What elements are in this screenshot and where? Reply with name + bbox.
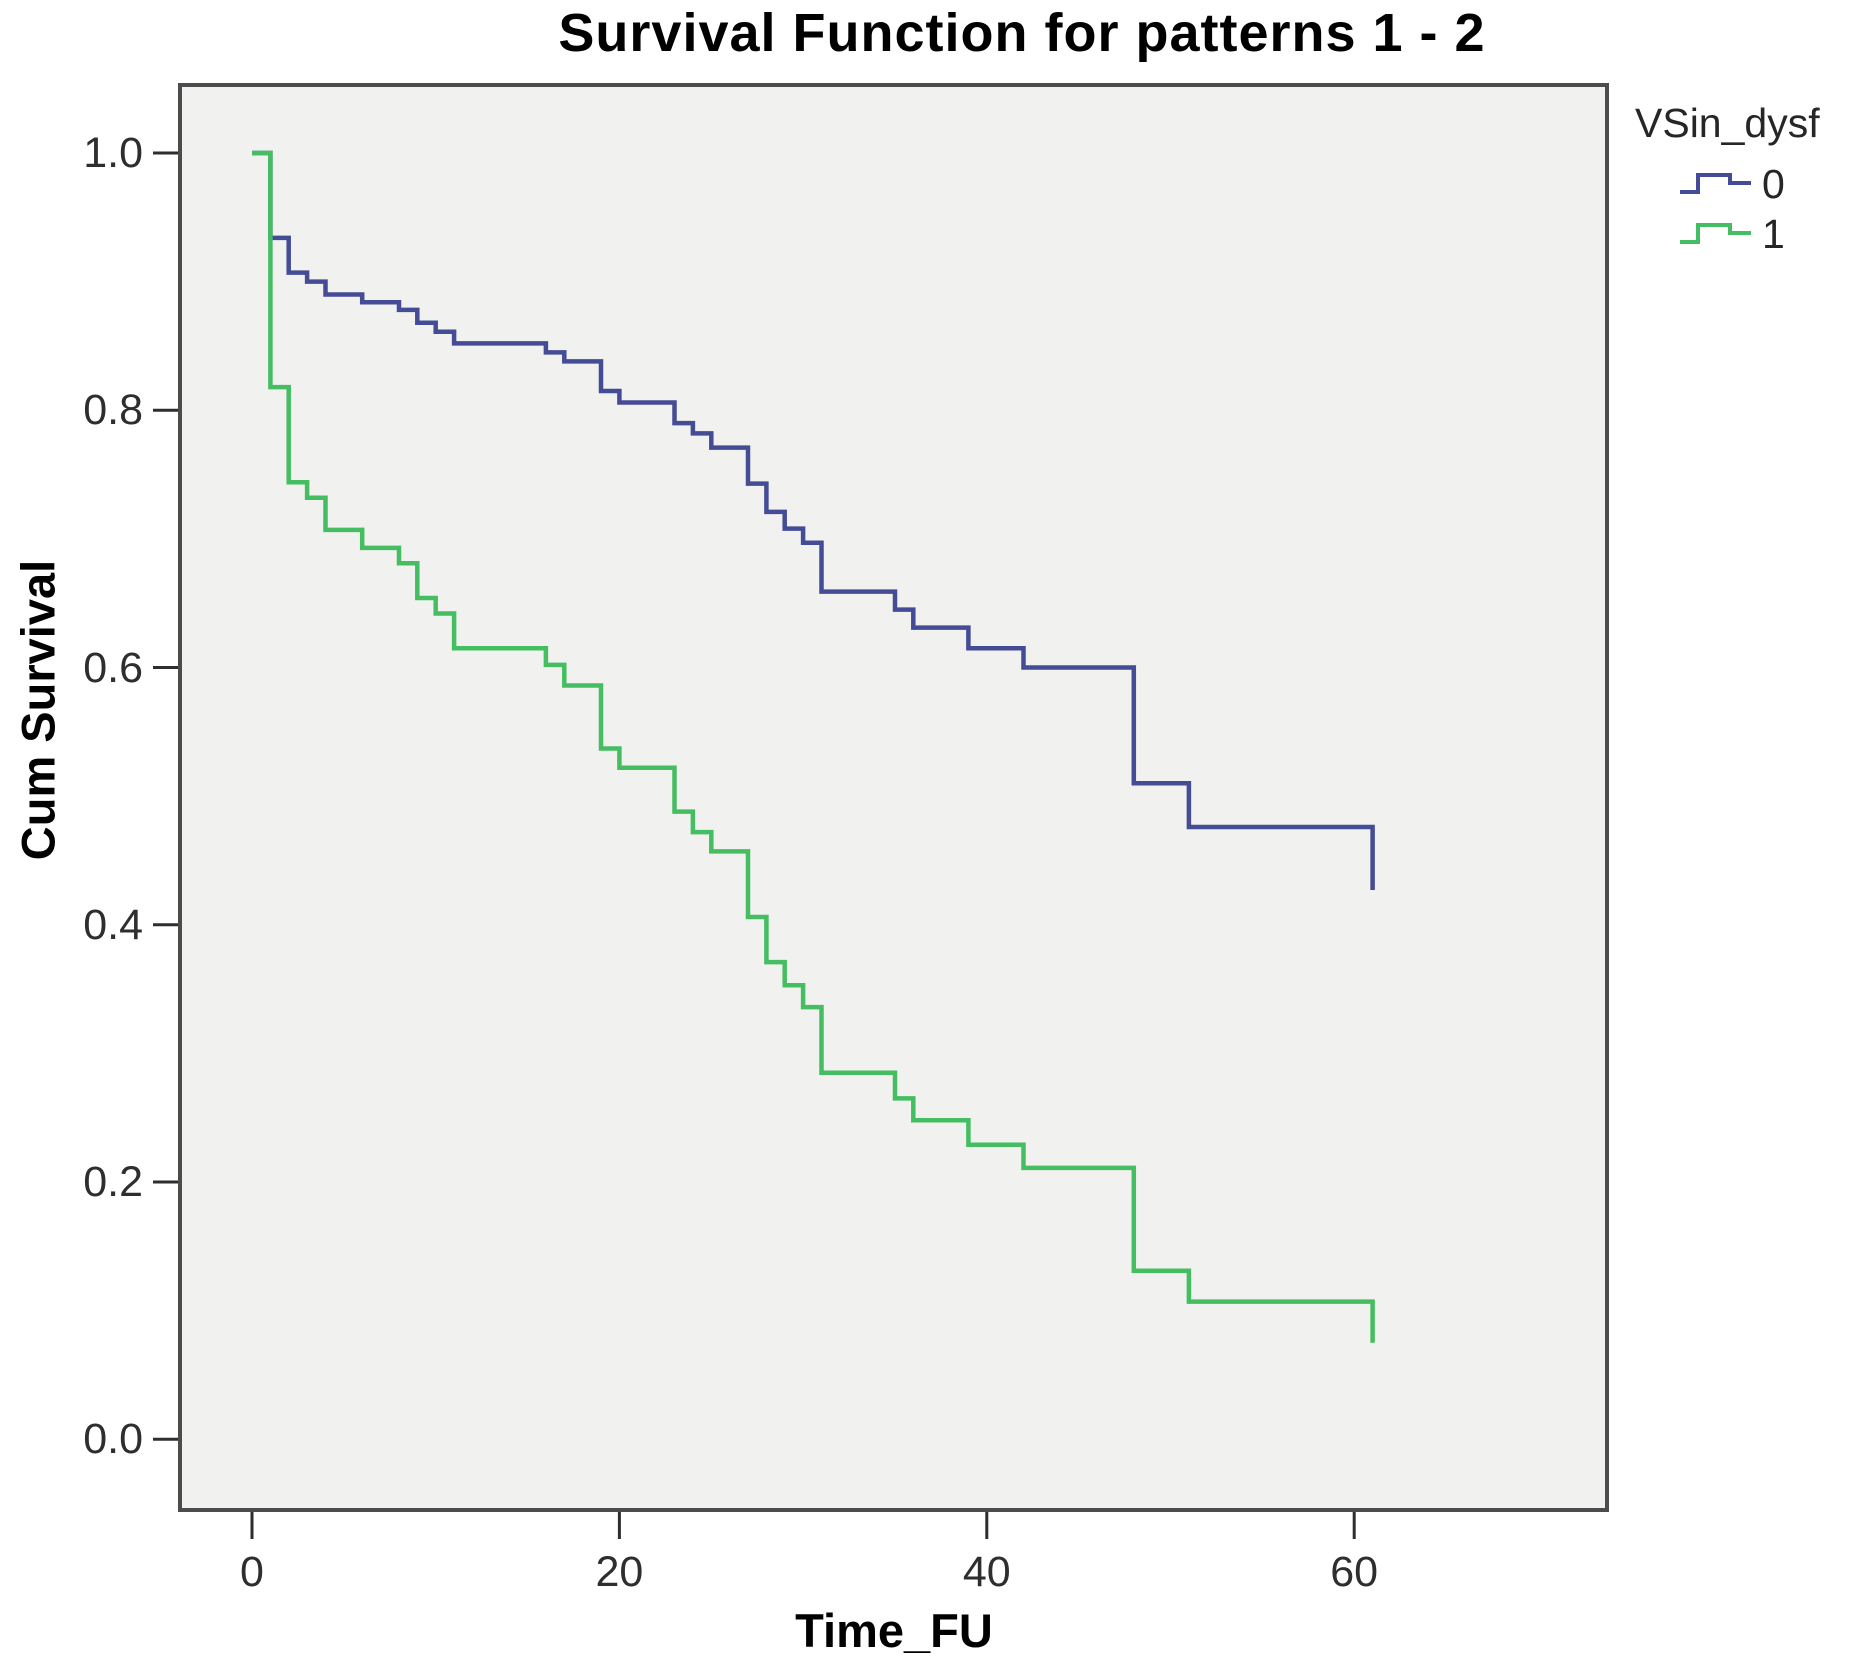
y-tick-label: 0.2: [83, 1158, 143, 1206]
survival-curve-1: [252, 150, 1375, 1343]
survival-curve-0: [252, 150, 1375, 890]
survival-curves: [252, 150, 1375, 1343]
legend-item-label: 0: [1762, 161, 1785, 207]
y-tick-label: 0.8: [83, 386, 143, 435]
y-tick-label: 1.0: [83, 129, 143, 177]
y-tick-label: 0.0: [83, 1415, 143, 1464]
legend-item-label: 1: [1762, 211, 1785, 257]
x-tick-label: 40: [962, 1548, 1011, 1596]
legend-step-glyph: [1680, 173, 1751, 194]
x-tick-label: 0: [240, 1548, 264, 1596]
legend-title: VSin_dysf: [1635, 100, 1820, 146]
x-tick-label: 60: [1330, 1548, 1379, 1596]
legend-step-glyph: [1680, 223, 1751, 244]
y-tick-label: 0.6: [83, 643, 143, 692]
x-tick-label: 20: [595, 1548, 644, 1596]
y-axis-title: Cum Survival: [11, 559, 65, 861]
tick-marks: [153, 151, 1356, 1539]
legend-step-glyph-line: [1680, 173, 1751, 194]
x-axis-title: Time_FU: [795, 1604, 993, 1657]
legend-step-glyph-line: [1680, 223, 1751, 244]
legend-item-1: 1: [1678, 211, 1861, 257]
legend-item-0: 0: [1678, 161, 1861, 207]
chart-title: Survival Function for patterns 1 - 2: [558, 3, 1486, 63]
plot-area: [178, 83, 1609, 1512]
y-tick-label: 0.4: [83, 900, 143, 949]
